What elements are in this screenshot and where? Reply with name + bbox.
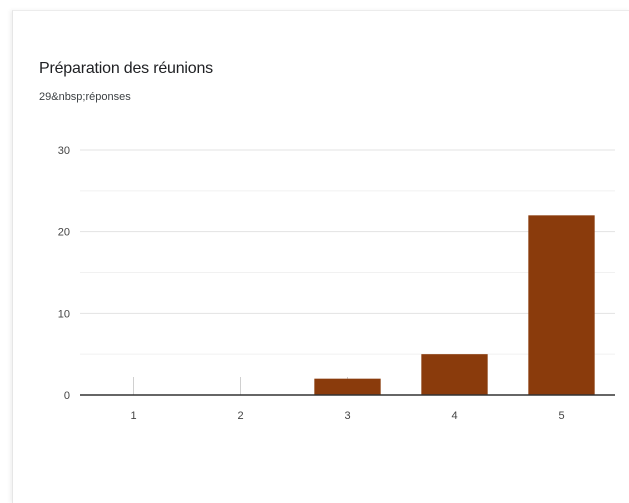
x-tick-label: 5: [558, 410, 564, 422]
chart-title: Préparation des réunions: [39, 60, 213, 77]
response-count: 29&nbsp;réponses: [39, 91, 131, 103]
x-tick-label: 4: [451, 410, 457, 422]
y-tick-label: 0: [64, 390, 70, 402]
chart-card: [12, 10, 629, 503]
y-tick-label: 10: [58, 308, 70, 320]
bar: [421, 354, 488, 395]
bar: [528, 215, 595, 395]
x-tick-label: 2: [237, 410, 243, 422]
x-tick-label: 1: [130, 410, 136, 422]
y-tick-label: 20: [58, 227, 70, 239]
x-tick-label: 3: [344, 410, 350, 422]
bar: [314, 378, 381, 395]
y-tick-label: 30: [58, 145, 70, 157]
